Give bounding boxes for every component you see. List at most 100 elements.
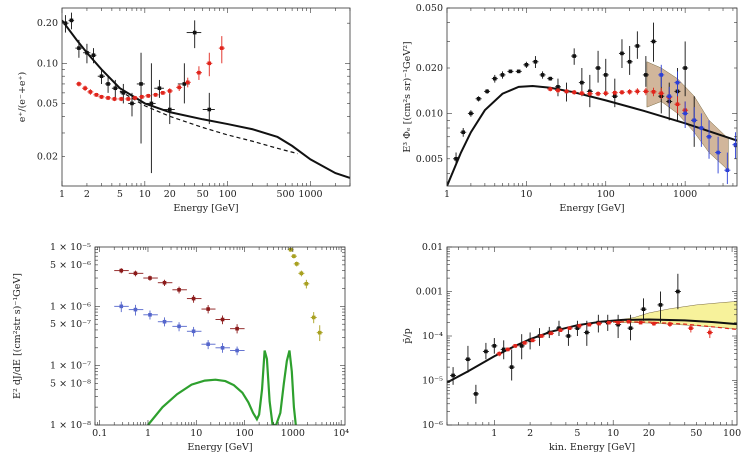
point-marker: [133, 307, 138, 312]
series-line-red: [613, 321, 737, 331]
data-point: [230, 324, 245, 334]
data-point: [595, 50, 602, 83]
x-tick-label: 50: [690, 428, 702, 439]
point-marker: [206, 307, 210, 311]
data-point: [706, 328, 713, 339]
point-marker: [88, 90, 93, 94]
y-tick-label: 5 × 10⁻⁸: [50, 379, 91, 390]
point-marker: [476, 96, 481, 101]
data-point: [650, 321, 657, 326]
point-marker: [177, 324, 181, 329]
point-marker: [119, 97, 124, 101]
point-marker: [85, 50, 89, 55]
x-tick-label: 1000: [673, 189, 697, 200]
y-tick-label: 1 × 10⁻⁶: [50, 301, 91, 312]
plot-area: [114, 247, 323, 425]
point-marker: [126, 97, 131, 101]
data-point: [464, 345, 471, 373]
x-tick-label: 20: [164, 189, 176, 200]
series-points-darkred: [114, 268, 245, 334]
point-marker: [207, 107, 212, 112]
data-point: [547, 76, 554, 81]
data-point: [159, 90, 166, 95]
point-marker: [567, 326, 572, 330]
data-point: [640, 298, 647, 321]
point-marker: [182, 82, 187, 86]
y-tick-label: 0.005: [416, 154, 443, 165]
x-tick-label: 2: [84, 189, 90, 200]
point-marker: [121, 91, 126, 95]
data-point: [114, 268, 129, 274]
x-tick-label: 5: [117, 189, 123, 200]
data-point: [515, 69, 522, 74]
data-point: [131, 95, 138, 101]
data-point: [634, 31, 641, 59]
data-point: [98, 94, 105, 99]
data-point: [303, 279, 310, 289]
data-point: [504, 347, 511, 352]
y-tick-label: 10⁻⁶: [422, 420, 443, 431]
data-point: [650, 22, 657, 62]
series-points-red: [75, 36, 225, 102]
data-point: [499, 71, 506, 79]
axis-ticks: [94, 246, 345, 426]
data-point: [539, 71, 546, 79]
point-marker: [575, 326, 580, 330]
point-marker: [185, 80, 190, 85]
point-marker: [161, 91, 165, 95]
x-tick-label: 500: [276, 189, 294, 200]
point-marker: [106, 96, 110, 100]
data-point: [523, 61, 530, 69]
data-point: [215, 343, 231, 353]
data-point: [674, 96, 681, 114]
point-marker: [668, 322, 672, 326]
x-tick-label: 2: [527, 428, 533, 439]
point-marker: [91, 53, 96, 58]
data-point: [163, 92, 175, 125]
y-tick-label: 5 × 10⁻⁷: [50, 319, 91, 330]
data-point: [484, 89, 491, 94]
y-tick-label: 1 × 10⁻⁵: [50, 242, 91, 253]
point-marker: [69, 18, 74, 23]
data-point: [105, 95, 112, 101]
point-marker: [667, 94, 672, 99]
point-marker: [235, 348, 239, 353]
y-tick-label: 1 × 10⁻⁷: [50, 361, 91, 372]
data-point: [202, 92, 215, 125]
point-marker: [628, 326, 633, 330]
point-marker: [500, 73, 505, 77]
point-marker: [683, 66, 687, 70]
point-marker: [627, 90, 632, 94]
data-point: [602, 58, 609, 97]
data-point: [482, 342, 489, 360]
data-point: [143, 275, 158, 281]
data-point: [230, 346, 245, 356]
point-marker: [119, 268, 124, 273]
point-marker: [564, 89, 569, 94]
data-point: [93, 92, 100, 97]
point-marker: [556, 88, 560, 93]
data-point: [571, 48, 578, 65]
point-marker: [506, 347, 510, 352]
point-marker: [197, 70, 201, 75]
data-point: [554, 88, 561, 93]
data-point: [532, 56, 539, 69]
y-axis-label: e⁺/(e⁻+e⁺): [17, 72, 28, 122]
y-axis-label: E² dJ/dE [(cm²str s)⁻¹GeV]: [12, 273, 23, 399]
x-tick-label: 10: [607, 428, 619, 439]
data-point: [195, 66, 202, 80]
point-marker: [106, 82, 110, 86]
point-marker: [572, 54, 576, 58]
data-point: [218, 36, 225, 64]
point-marker: [157, 86, 162, 91]
data-point: [547, 86, 554, 92]
point-marker: [548, 87, 553, 91]
data-point: [687, 324, 694, 333]
data-point: [637, 320, 644, 325]
x-tick-label: 100: [597, 189, 615, 200]
point-marker: [577, 323, 582, 328]
data-point: [125, 96, 132, 102]
x-tick-label: 10: [520, 189, 532, 200]
x-axis-label: Energy [GeV]: [187, 442, 252, 453]
